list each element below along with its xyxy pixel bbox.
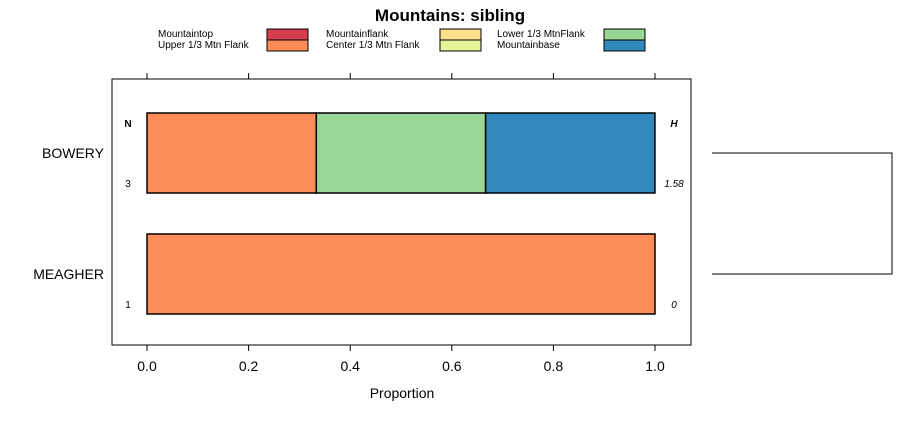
h-header: H bbox=[670, 119, 678, 130]
row-label-meagher: MEAGHER bbox=[33, 266, 104, 282]
legend-label-lower-1-3-mtnflank: Lower 1/3 MtnFlank bbox=[497, 29, 586, 40]
legend-swatch-mountainbase bbox=[603, 39, 646, 52]
n-header: N bbox=[124, 119, 131, 130]
chart-title: Mountains: sibling bbox=[375, 6, 525, 25]
bar-segment-meagher-upper-1-3-mtn-flank bbox=[146, 233, 656, 315]
x-axis: 0.0 0.2 0.4 0.6 0.8 1.0 bbox=[137, 73, 665, 374]
bar-segment-bowery-mountainbase bbox=[484, 112, 656, 194]
legend-swatch-center-1-3-mtn-flank bbox=[439, 39, 482, 52]
plot-frame bbox=[111, 78, 692, 346]
h-value-bowery: 1.58 bbox=[664, 179, 684, 190]
x-tick-label: 1.0 bbox=[645, 358, 665, 374]
x-axis-title: Proportion bbox=[370, 385, 435, 401]
row-label-bowery: BOWERY bbox=[42, 145, 105, 161]
legend: Mountaintop Mountainflank Lower 1/3 MtnFla… bbox=[158, 28, 646, 52]
bars bbox=[146, 112, 656, 315]
legend-swatch-mountaintop bbox=[266, 28, 309, 41]
legend-label-mountaintop: Mountaintop bbox=[158, 29, 213, 40]
legend-label-mountainbase: Mountainbase bbox=[497, 40, 560, 51]
legend-label-upper-1-3-mtn-flank: Upper 1/3 Mtn Flank bbox=[158, 40, 250, 51]
n-value-meagher: 1 bbox=[125, 300, 131, 311]
x-tick-label: 0.4 bbox=[340, 358, 360, 374]
legend-swatch-upper-1-3-mtn-flank bbox=[266, 39, 309, 52]
x-tick-label: 0.2 bbox=[239, 358, 259, 374]
x-tick-label: 0.6 bbox=[442, 358, 462, 374]
legend-label-mountainflank: Mountainflank bbox=[326, 29, 389, 40]
x-tick-label: 0.8 bbox=[544, 358, 564, 374]
legend-swatch-lower-1-3-mtnflank bbox=[603, 28, 646, 41]
side-values: 3 1.58 1 0 bbox=[125, 179, 684, 311]
bar-segment-bowery-lower-1-3-mtnflank bbox=[315, 112, 487, 194]
dendrogram bbox=[712, 152, 893, 275]
legend-swatch-mountainflank bbox=[439, 28, 482, 41]
bar-segment-bowery-upper-1-3-mtn-flank bbox=[146, 112, 318, 194]
h-value-meagher: 0 bbox=[671, 300, 677, 311]
n-value-bowery: 3 bbox=[125, 179, 131, 190]
row-labels: BOWERY MEAGHER bbox=[33, 145, 104, 282]
legend-label-center-1-3-mtn-flank: Center 1/3 Mtn Flank bbox=[326, 40, 420, 51]
x-tick-label: 0.0 bbox=[137, 358, 157, 374]
